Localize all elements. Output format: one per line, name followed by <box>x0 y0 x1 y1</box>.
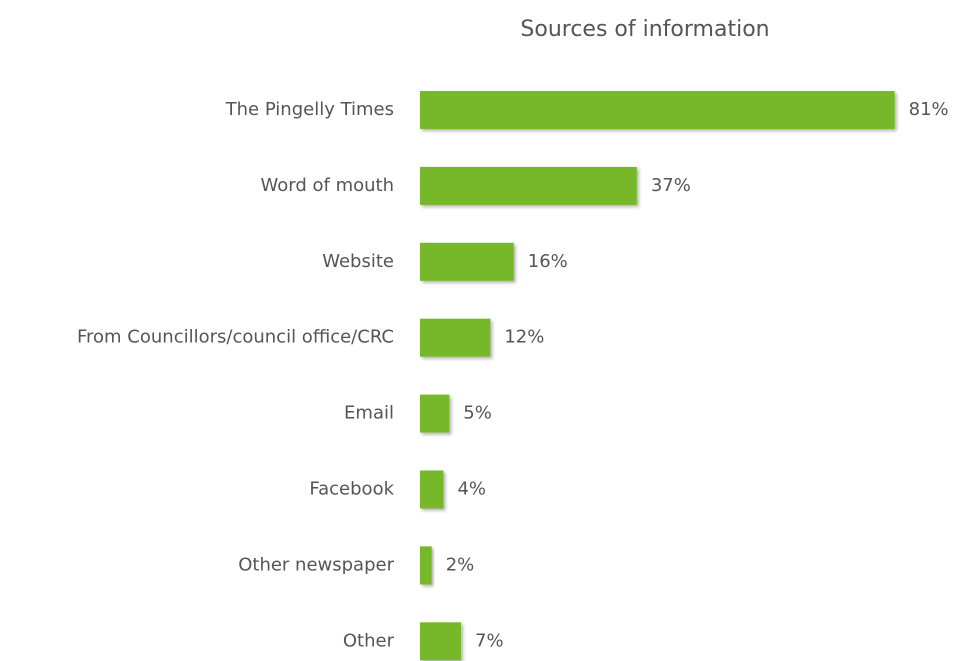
value-label: 16% <box>528 251 568 272</box>
value-label: 7% <box>475 630 504 651</box>
chart-title: Sources of information <box>520 17 769 42</box>
category-label: From Councillors/council office/CRC <box>77 327 394 348</box>
bar <box>420 394 450 433</box>
category-label: Word of mouth <box>261 175 394 196</box>
category-label: Website <box>322 251 394 272</box>
category-label: Other <box>343 630 395 651</box>
value-label: 37% <box>651 175 691 196</box>
value-label: 4% <box>457 479 486 500</box>
bar <box>420 91 895 129</box>
value-label: 12% <box>504 327 544 348</box>
value-label: 5% <box>463 403 492 424</box>
category-label: The Pingelly Times <box>225 99 394 120</box>
bar <box>420 318 491 357</box>
bar <box>420 166 637 205</box>
value-label: 2% <box>446 554 475 575</box>
bar <box>420 622 462 661</box>
bar <box>420 242 514 281</box>
category-label: Email <box>344 403 394 424</box>
value-label: 81% <box>909 99 949 120</box>
bar <box>420 546 432 585</box>
category-label: Other newspaper <box>238 554 394 575</box>
category-label: Facebook <box>309 479 394 500</box>
bar <box>420 470 444 509</box>
